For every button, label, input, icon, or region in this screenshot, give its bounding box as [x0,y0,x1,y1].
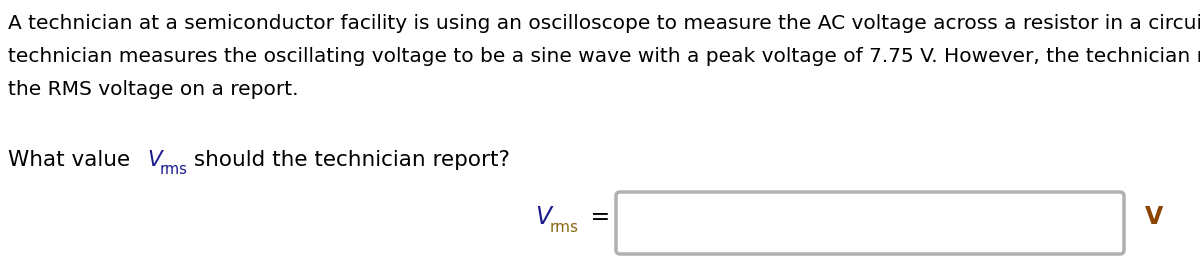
Text: technician measures the oscillating voltage to be a sine wave with a peak voltag: technician measures the oscillating volt… [8,47,1200,66]
Text: $\it{V}$: $\it{V}$ [535,205,554,229]
Text: $\it{V}$: $\it{V}$ [148,150,164,170]
Text: rms: rms [550,220,580,234]
Text: rms: rms [160,162,188,176]
Text: =: = [583,205,611,229]
Text: the RMS voltage on a report.: the RMS voltage on a report. [8,80,299,99]
Text: V: V [1145,205,1163,229]
Text: should the technician report?: should the technician report? [187,150,510,170]
Text: What value: What value [8,150,137,170]
Text: A technician at a semiconductor facility is using an oscilloscope to measure the: A technician at a semiconductor facility… [8,14,1200,33]
FancyBboxPatch shape [616,192,1124,254]
